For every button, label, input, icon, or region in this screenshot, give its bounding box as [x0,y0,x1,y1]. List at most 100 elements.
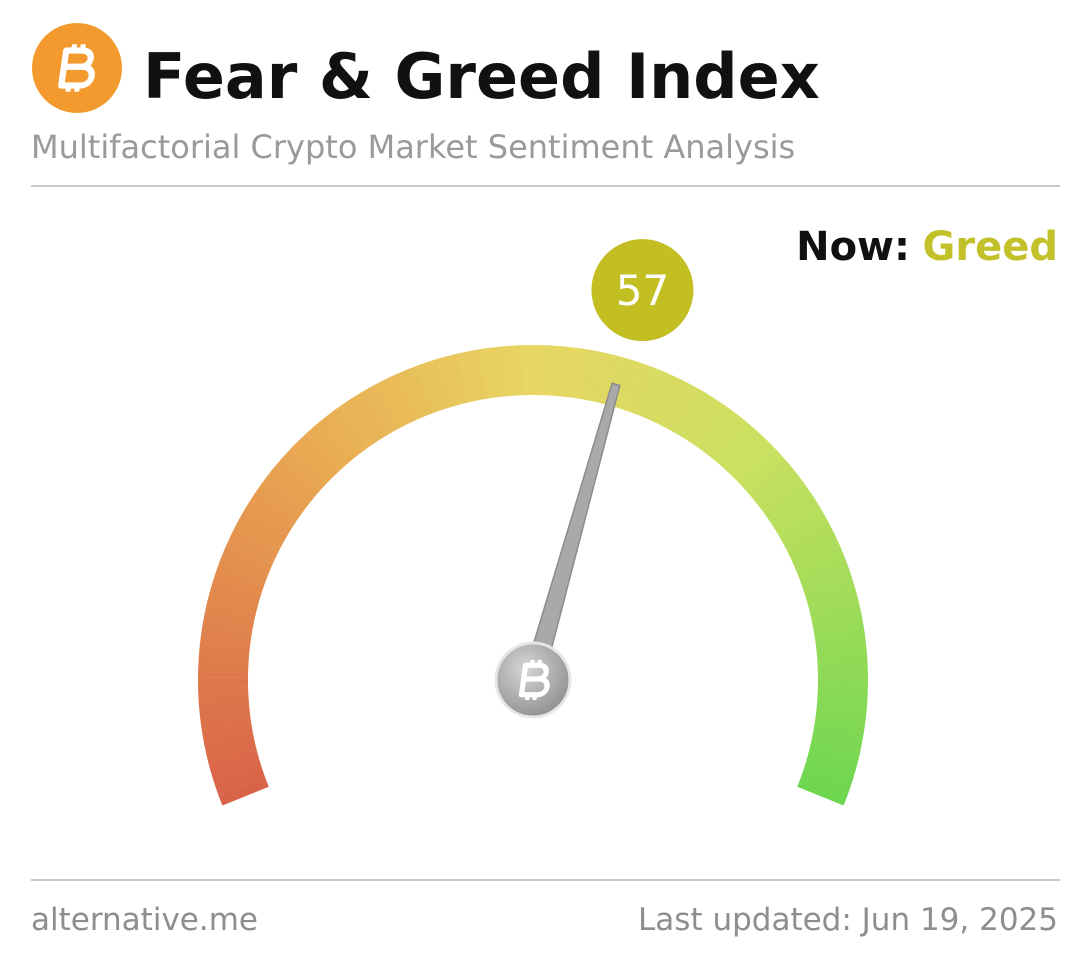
gauge-band [289,442,333,485]
gauge-band [249,492,297,529]
gauge-band [817,655,868,669]
gauge-band [698,407,737,454]
logo-symbol [58,44,95,92]
gauge-band [542,345,556,396]
gauge-band [304,427,346,472]
gauge-band [815,705,867,722]
bitcoin-glyph [65,44,86,92]
gauge-band [799,560,850,588]
gauge-band [615,359,641,411]
bitcoin-glyph [524,660,543,700]
gauge-band [216,560,267,587]
gauge-band [779,511,828,545]
gauge-band [212,570,264,596]
gauge-band [208,751,260,775]
gauge-band [713,420,754,466]
gauge-band [746,458,792,499]
gauge: 57 [198,239,868,806]
bitcoin-glyph [58,47,95,89]
gauge-band [214,769,266,796]
gauge-band [209,580,261,605]
gauge-band [415,362,442,414]
gauge-band [312,420,354,466]
gauge-band [220,549,271,579]
gauge-band [395,370,425,421]
gauge-band [787,530,838,562]
gauge-band [802,570,854,596]
gauge-band [551,345,566,397]
gauge-band [436,356,460,408]
gauge-band [810,601,862,623]
gauge-band [813,623,865,642]
gauge-band [274,458,320,499]
gauge-band [522,345,534,396]
gauge-band [198,696,250,711]
gauge-band [774,501,823,537]
gauge-band [763,483,811,521]
gauge-band [682,395,719,443]
gauge-band [198,687,249,700]
gauge-band [597,353,620,405]
gauge-band [806,751,858,775]
gauge-band [733,442,777,485]
gauge-band [202,612,254,632]
gauge-band [255,483,303,521]
gauge-band [560,346,577,398]
gauge-band [268,466,314,506]
value-bubble [591,239,694,342]
gauge-band [727,434,770,478]
last-updated: Last updated: Jun 19, 2025 [638,902,1058,938]
gauge-band [243,501,292,537]
gauge-band [797,778,848,806]
gauge-band [817,666,868,679]
needle [522,382,621,684]
gauge-band [385,374,417,425]
gauge-band [201,623,253,641]
gauge-band [769,492,817,529]
gauge-band [329,407,368,454]
gauge-band [457,351,478,403]
gauge-band [533,345,545,396]
subtitle: Multifactorial Crypto Market Sentiment A… [31,128,795,166]
source: alternative.me [31,902,258,938]
gauge-band [425,359,451,410]
gauge-band [808,742,860,765]
gauge-band [812,724,864,743]
gauge-band [261,474,308,514]
gauge-band [199,633,251,651]
gauge-band [752,466,799,506]
gauge-band [511,345,524,396]
gauge-band [800,769,852,796]
gauge-band [296,434,340,478]
gauge-band [198,677,249,689]
gauge-band [211,760,263,786]
gauge-band [500,345,515,397]
gauge-band [811,733,863,754]
gauge-band [356,389,392,438]
gauge-band [281,449,326,492]
gauge-band [238,510,287,545]
gauge-band [817,687,868,700]
bitcoin-symbol [58,44,95,92]
gauge-band [666,384,701,433]
gauge-band [198,655,249,669]
gauge-band [203,733,255,754]
value-label: 57 [616,266,669,315]
gauge-band [478,347,497,399]
gauge-band [690,400,728,448]
gauge-band [467,349,487,401]
gauge-band [803,760,855,786]
gauge-band [650,374,681,425]
gauge-band [199,705,251,722]
gauge-band [446,353,469,405]
bitcoin-glyph [518,662,550,698]
gauge-band [218,777,269,806]
gauge-band [570,347,588,399]
gauge-band [588,351,609,403]
gauge-band [228,530,279,562]
gauge-band [816,644,868,660]
gauge-band [674,389,710,438]
gauge-band [795,550,846,579]
status: Greed [923,224,1058,270]
